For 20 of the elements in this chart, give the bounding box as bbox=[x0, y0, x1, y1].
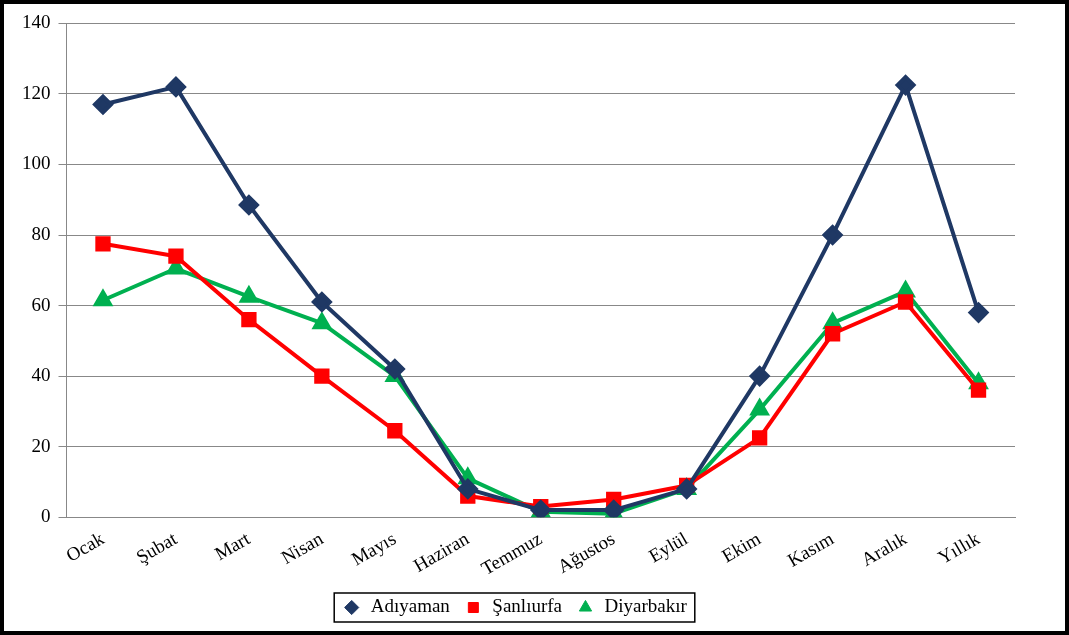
x-tick-label: Mart bbox=[210, 527, 255, 565]
y-tick-label: 60 bbox=[31, 293, 51, 315]
x-tick-label: Eylül bbox=[645, 527, 692, 567]
y-tick-label: 80 bbox=[31, 222, 51, 244]
legend-label: Adıyaman bbox=[370, 595, 451, 617]
y-tick-label: 0 bbox=[41, 505, 51, 527]
x-tick-label: Yıllık bbox=[934, 527, 984, 568]
x-tick-label: Nisan bbox=[277, 527, 327, 568]
y-tick-label: 120 bbox=[22, 81, 51, 103]
y-tick-label: 40 bbox=[31, 364, 51, 386]
y-tick-label: 100 bbox=[22, 152, 51, 174]
x-tick-label: Şubat bbox=[132, 527, 182, 568]
y-tick-label: 140 bbox=[22, 11, 51, 33]
legend-label: Şanlıurfa bbox=[492, 595, 563, 617]
x-tick-label: Ekim bbox=[718, 527, 765, 567]
y-tick-label: 20 bbox=[31, 434, 51, 456]
x-tick-label: Kasım bbox=[783, 527, 838, 571]
legend-label: Diyarbakır bbox=[604, 595, 688, 617]
x-tick-label: Ocak bbox=[62, 527, 108, 566]
x-tick-label: Mayıs bbox=[347, 527, 400, 570]
